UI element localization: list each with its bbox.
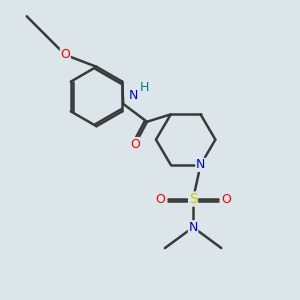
Text: S: S — [189, 192, 197, 206]
Text: N: N — [129, 88, 138, 101]
Text: N: N — [188, 221, 198, 234]
Text: O: O — [130, 138, 140, 151]
Text: N: N — [196, 158, 205, 171]
Text: O: O — [155, 193, 165, 206]
Text: O: O — [221, 193, 231, 206]
Text: H: H — [140, 81, 149, 94]
Text: O: O — [60, 48, 70, 62]
